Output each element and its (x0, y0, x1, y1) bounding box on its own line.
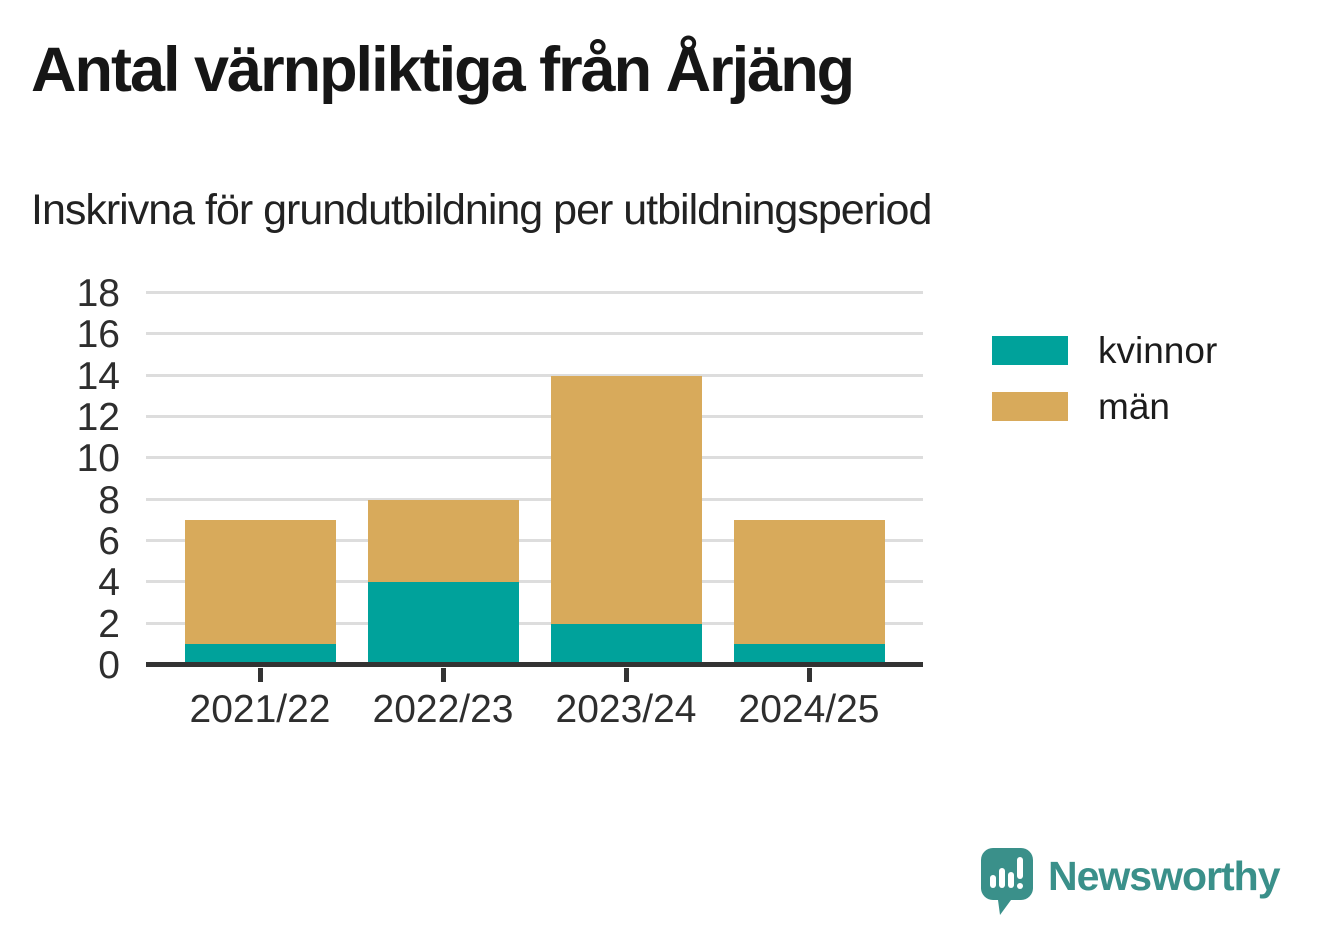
y-tick-label-4: 4 (98, 561, 120, 605)
bar-segment-män-2024/25 (733, 520, 885, 645)
bar-stack-2023/24 (550, 293, 702, 665)
plot-area (146, 291, 923, 667)
newsworthy-logo-text: Newsworthy (1048, 853, 1280, 899)
y-tick-label-16: 16 (76, 313, 120, 357)
bar-segment-män-2023/24 (550, 375, 702, 624)
legend-swatch-kvinnor (992, 336, 1068, 365)
chart-subtitle: Inskrivna för grundutbildning per utbild… (31, 186, 932, 234)
y-tick-label-12: 12 (76, 396, 120, 439)
bar-stack-2021/22 (184, 293, 336, 665)
gridline-16 (146, 332, 923, 336)
y-tick-label-0: 0 (98, 644, 120, 687)
gridline-18 (146, 291, 923, 294)
x-tick-label-2024/25: 2024/25 (738, 688, 880, 731)
gridline-10 (146, 456, 923, 460)
x-tick-label-2021/22: 2021/22 (189, 688, 331, 731)
gridline-8 (146, 497, 923, 501)
x-axis-line (146, 662, 923, 667)
x-tick-label-2023/24: 2023/24 (555, 688, 697, 731)
legend-item-man: män (992, 388, 1217, 425)
x-tick-mark-2024/25 (807, 668, 812, 682)
newsworthy-logo-icon (981, 848, 1033, 915)
bar-segment-kvinnor-2023/24 (550, 623, 702, 665)
bar-segment-kvinnor-2024/25 (733, 644, 885, 665)
bar-segment-män-2021/22 (184, 520, 336, 645)
gridline-6 (146, 539, 923, 542)
y-tick-label-10: 10 (76, 437, 120, 481)
gridline-14 (146, 373, 923, 377)
gridline-12 (146, 415, 923, 418)
x-tick-mark-2023/24 (624, 668, 629, 682)
bar-stack-2024/25 (733, 293, 885, 665)
bar-segment-kvinnor-2022/23 (367, 582, 519, 665)
legend: kvinnor män (992, 332, 1217, 448)
gridline-4 (146, 580, 923, 584)
x-tick-mark-2022/23 (441, 668, 446, 682)
chart-title: Antal värnpliktiga från Årjäng (31, 35, 855, 105)
y-tick-label-8: 8 (98, 478, 120, 522)
y-tick-label-2: 2 (98, 602, 120, 646)
x-tick-label-2022/23: 2022/23 (372, 688, 514, 731)
legend-label-man: män (1098, 386, 1170, 427)
gridline-2 (146, 621, 923, 625)
legend-swatch-man (992, 392, 1068, 421)
y-tick-label-18: 18 (76, 272, 120, 315)
legend-label-kvinnor: kvinnor (1098, 330, 1218, 371)
y-tick-label-6: 6 (98, 520, 120, 563)
bar-segment-män-2022/23 (367, 499, 519, 583)
x-tick-mark-2021/22 (258, 668, 263, 682)
legend-item-kvinnor: kvinnor (992, 332, 1217, 369)
y-tick-label-14: 14 (76, 354, 120, 398)
branding: Newsworthy (981, 848, 1280, 918)
bar-stack-2022/23 (367, 293, 519, 665)
bar-segment-kvinnor-2021/22 (184, 644, 336, 665)
